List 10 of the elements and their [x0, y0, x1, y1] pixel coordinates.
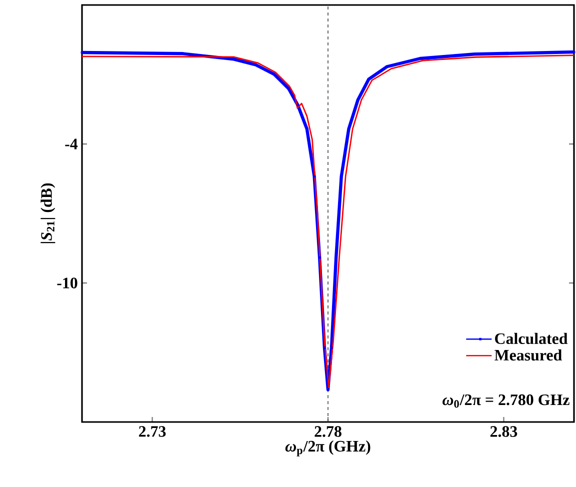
annotation: ω$_{0}$/2π = 2.780 GHz: [442, 394, 570, 408]
x-tick-label: 2.73: [139, 426, 166, 437]
y-tick-label: -4: [65, 138, 78, 150]
legend-label: Calculated: [495, 332, 568, 344]
y-axis-title: |S$_{21}$| (dB): [40, 183, 56, 244]
x-tick-label: 2.83: [490, 426, 518, 437]
legend-label: Measured: [494, 349, 562, 361]
y-tick-label: -10: [57, 278, 78, 288]
x-axis-title: ω$_{p}$/2π (GHz): [285, 440, 370, 456]
x-tick-label: 2.78: [314, 426, 342, 437]
